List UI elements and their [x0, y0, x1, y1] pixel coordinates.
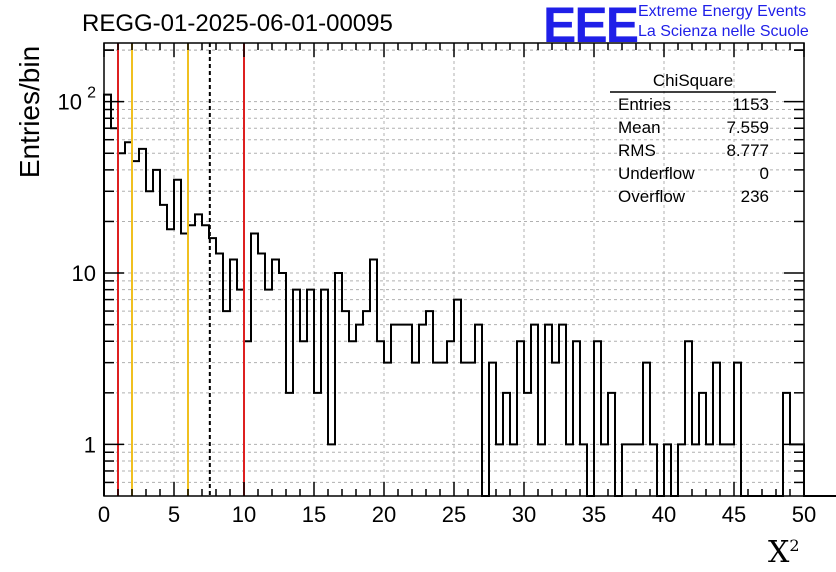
y-tick-label: 10: [72, 261, 96, 286]
x-tick-label: 0: [98, 502, 110, 527]
x-tick-label: 20: [372, 502, 396, 527]
stats-label: Entries: [618, 95, 671, 114]
stats-value: 0: [760, 164, 769, 183]
y-tick-label: 1: [84, 432, 96, 457]
logo-line-1: Extreme Energy Events: [638, 3, 807, 20]
y-tick-label-superscript: 2: [87, 85, 96, 102]
stats-title: ChiSquare: [653, 71, 733, 90]
eee-logo: EEE: [543, 0, 639, 53]
stats-value: 8.777: [726, 141, 769, 160]
x-tick-label: 45: [722, 502, 746, 527]
x-axis-label-base: X: [768, 535, 790, 570]
chart-title: REGG-01-2025-06-01-00095: [82, 10, 393, 37]
y-tick-label: 10: [58, 90, 82, 115]
x-axis-label: X2: [768, 535, 800, 570]
stats-label: Underflow: [618, 164, 695, 183]
stats-label: Overflow: [618, 187, 686, 206]
x-axis-label-superscript: 2: [789, 536, 800, 555]
stats-value: 1153: [732, 95, 769, 114]
stats-value: 236: [741, 187, 769, 206]
x-tick-label: 30: [512, 502, 536, 527]
x-tick-label: 40: [652, 502, 676, 527]
reference-lines: [117, 43, 245, 496]
x-tick-label: 10: [232, 502, 256, 527]
x-tick-label: 50: [792, 502, 816, 527]
stats-label: Mean: [618, 118, 661, 137]
x-tick-label: 5: [168, 502, 180, 527]
y-axis-label: Entries/bin: [14, 45, 45, 179]
x-tick-label: 35: [582, 502, 606, 527]
x-tick-label: 25: [442, 502, 466, 527]
stats-label: RMS: [618, 141, 656, 160]
logo-line-2: La Scienza nelle Scuole: [638, 23, 809, 40]
stats-value: 7.559: [726, 118, 769, 137]
stats-box: ChiSquare Entries 1153 Mean 7.559 RMS 8.777 Un…: [610, 71, 776, 206]
axes: 0 5 10 15 20 25 30 35 40 45 50 1 10 10 2: [58, 43, 816, 527]
x-tick-label: 15: [302, 502, 326, 527]
